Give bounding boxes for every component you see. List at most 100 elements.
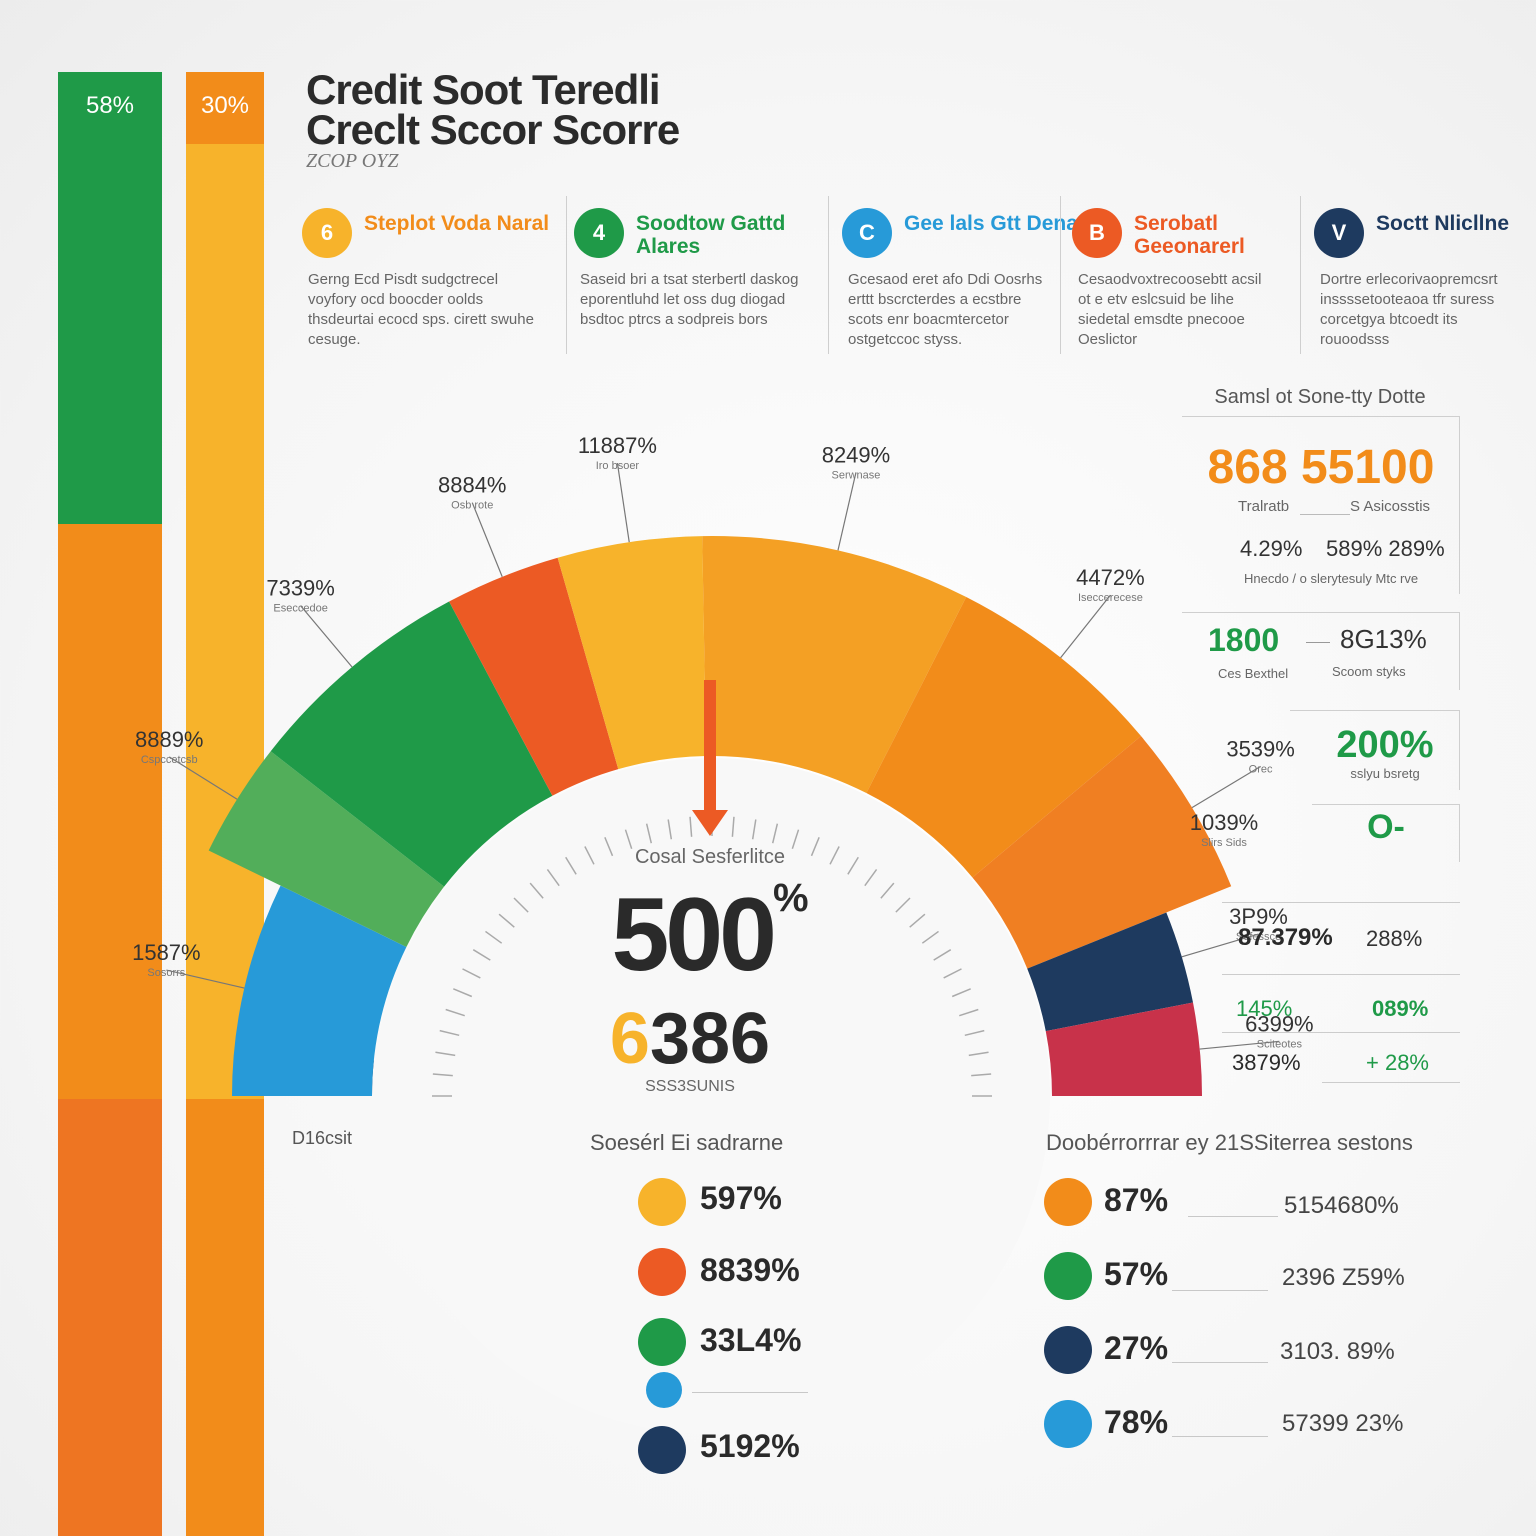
left-bar-deep-orange	[58, 1099, 162, 1536]
left-bar-orange	[58, 524, 162, 1099]
gauge-tick	[829, 846, 840, 865]
gauge-tick	[964, 1029, 985, 1037]
gauge-segment	[866, 597, 1141, 878]
gauge-segment-label: 1587%	[132, 940, 201, 965]
gauge-leader-line	[1181, 933, 1259, 958]
legend-dot	[638, 1318, 686, 1366]
table-cell: 288%	[1366, 926, 1423, 951]
divider	[1060, 196, 1061, 354]
divider	[692, 1392, 808, 1393]
circle-c-icon: C	[842, 208, 892, 258]
gauge-segment-caption: Serwnase	[832, 469, 881, 481]
gauge-segment-caption: Eseccedoe	[273, 603, 327, 615]
circle-6-icon: 6	[302, 208, 352, 258]
panel-box2-value-right: 8G13%	[1340, 624, 1427, 654]
panel-box3-caption: sslyu bsretg	[1350, 766, 1420, 781]
legend-value: 8839%	[700, 1252, 800, 1288]
circle-4-icon: 4	[574, 208, 624, 258]
gauge-tick	[546, 869, 560, 887]
gauge-segment-caption: Orec	[1249, 763, 1273, 775]
gauge-segment-label: 3539%	[1226, 736, 1295, 761]
legend-value: 87%	[1104, 1182, 1169, 1218]
page-title-line2: Creclt Sccor Scorre	[306, 106, 680, 153]
info-card-5: V Soctt Nlicllne Dortre erlecorivaopremc…	[1314, 200, 1514, 360]
left-bar-label: 58%	[85, 92, 135, 119]
legend-dot	[1044, 1400, 1092, 1448]
gauge-tick	[645, 823, 653, 844]
gauge-segment-label: 8884%	[438, 473, 507, 498]
table-cell: 3879%	[1232, 1050, 1301, 1075]
gauge-tick	[847, 856, 859, 875]
panel-row1-right: S Asicosstis	[1350, 498, 1431, 515]
legend-right-title: Doobérrorrrar ey 21SSiterrea sestons	[1046, 1130, 1413, 1155]
card-title: Soctt Nlicllne	[1376, 212, 1510, 235]
card-title: Soodtow Gattd Alares	[636, 212, 786, 258]
card-description: Gcesaod eret afo Ddi Oosrhs erttt bscrct…	[848, 271, 1043, 348]
gauge-segment-label: 8889%	[135, 727, 204, 752]
gauge-tick	[951, 988, 971, 998]
gauge-segment	[557, 536, 707, 770]
table-cell: 145%	[1236, 996, 1293, 1021]
table-cell: 089%	[1372, 996, 1429, 1021]
gauge-leader-line	[1199, 1040, 1280, 1050]
divider	[828, 196, 829, 354]
legend-value-secondary: 3103. 89%	[1280, 1338, 1395, 1365]
gauge-sub-value-accent: 6	[609, 999, 650, 1079]
info-card-4: B Serobatl Geeonarerl Cesaodvoxtrecooseb…	[1072, 200, 1292, 360]
gauge-tick	[462, 968, 481, 979]
gauge-main-value: 500%	[560, 876, 860, 995]
panel-row1-left: Tralratb	[1238, 498, 1290, 515]
legend-dot	[1044, 1252, 1092, 1300]
panel-box-1	[1182, 416, 1460, 594]
right-bar-top	[186, 72, 264, 144]
right-score-bar: 30%	[186, 72, 264, 1536]
gauge-leader-line	[1060, 594, 1111, 659]
divider	[1188, 1216, 1278, 1217]
gauge-tick	[485, 930, 503, 944]
panel-box-2	[1182, 612, 1460, 690]
info-card-3: C Gee lals Gtt Dena Gcesaod eret afo Ddi…	[842, 200, 1078, 360]
gauge-tick	[971, 1073, 992, 1077]
gauge-segment-caption: Sciteotes	[1257, 1038, 1303, 1050]
gauge-value-suffix: %	[772, 876, 809, 920]
gauge-segment-caption: Iseccerecese	[1078, 592, 1143, 604]
gauge-segment-caption: Sofessce	[1236, 931, 1281, 943]
gauge-tick	[513, 897, 529, 913]
gauge-tick	[751, 819, 757, 840]
divider	[1300, 196, 1301, 354]
gauge-tick	[968, 1051, 989, 1057]
gauge-segment	[449, 557, 619, 796]
gauge-leader-line	[471, 502, 503, 578]
left-score-bar: 58%	[58, 72, 162, 1536]
gauge-center-label: Cosal Sesferlitce	[634, 846, 786, 868]
gauge-tick	[943, 968, 962, 979]
divider	[1172, 1290, 1268, 1291]
panel-row2-left: 4.29%	[1240, 536, 1303, 561]
gauge-leader-line	[166, 969, 245, 989]
legend-dot	[646, 1372, 682, 1408]
legend-value: 597%	[700, 1180, 782, 1216]
gauge-tick	[445, 1008, 465, 1017]
card-description: Saseid bri a tsat sterbertl daskog epore…	[580, 271, 799, 328]
gauge-extra-label: 1039%	[1190, 810, 1259, 835]
divider	[1306, 642, 1330, 643]
gauge-segment	[972, 736, 1232, 969]
panel-box-4	[1312, 804, 1460, 862]
circle-b-icon: B	[1072, 208, 1122, 258]
gauge-leader-line	[837, 472, 857, 551]
right-bar-orange	[186, 1099, 264, 1536]
page-title: Credit Soot Teredli	[306, 66, 661, 113]
gauge-segment	[1045, 1002, 1202, 1096]
gauge-segment-label: 3P9%	[1229, 904, 1288, 929]
gauge-tick	[689, 816, 693, 837]
gauge-tick	[921, 930, 939, 944]
panel-box3-value: 200%	[1336, 724, 1434, 766]
gauge-segment-caption: Osb rote	[451, 500, 493, 512]
panel-main-value: 868 55100	[1207, 441, 1435, 494]
gauge-tick	[667, 819, 673, 840]
gauge-tick	[498, 913, 515, 928]
table-cell: 87.379%	[1238, 924, 1333, 951]
divider	[1222, 902, 1460, 903]
gauge-tick	[565, 856, 577, 875]
